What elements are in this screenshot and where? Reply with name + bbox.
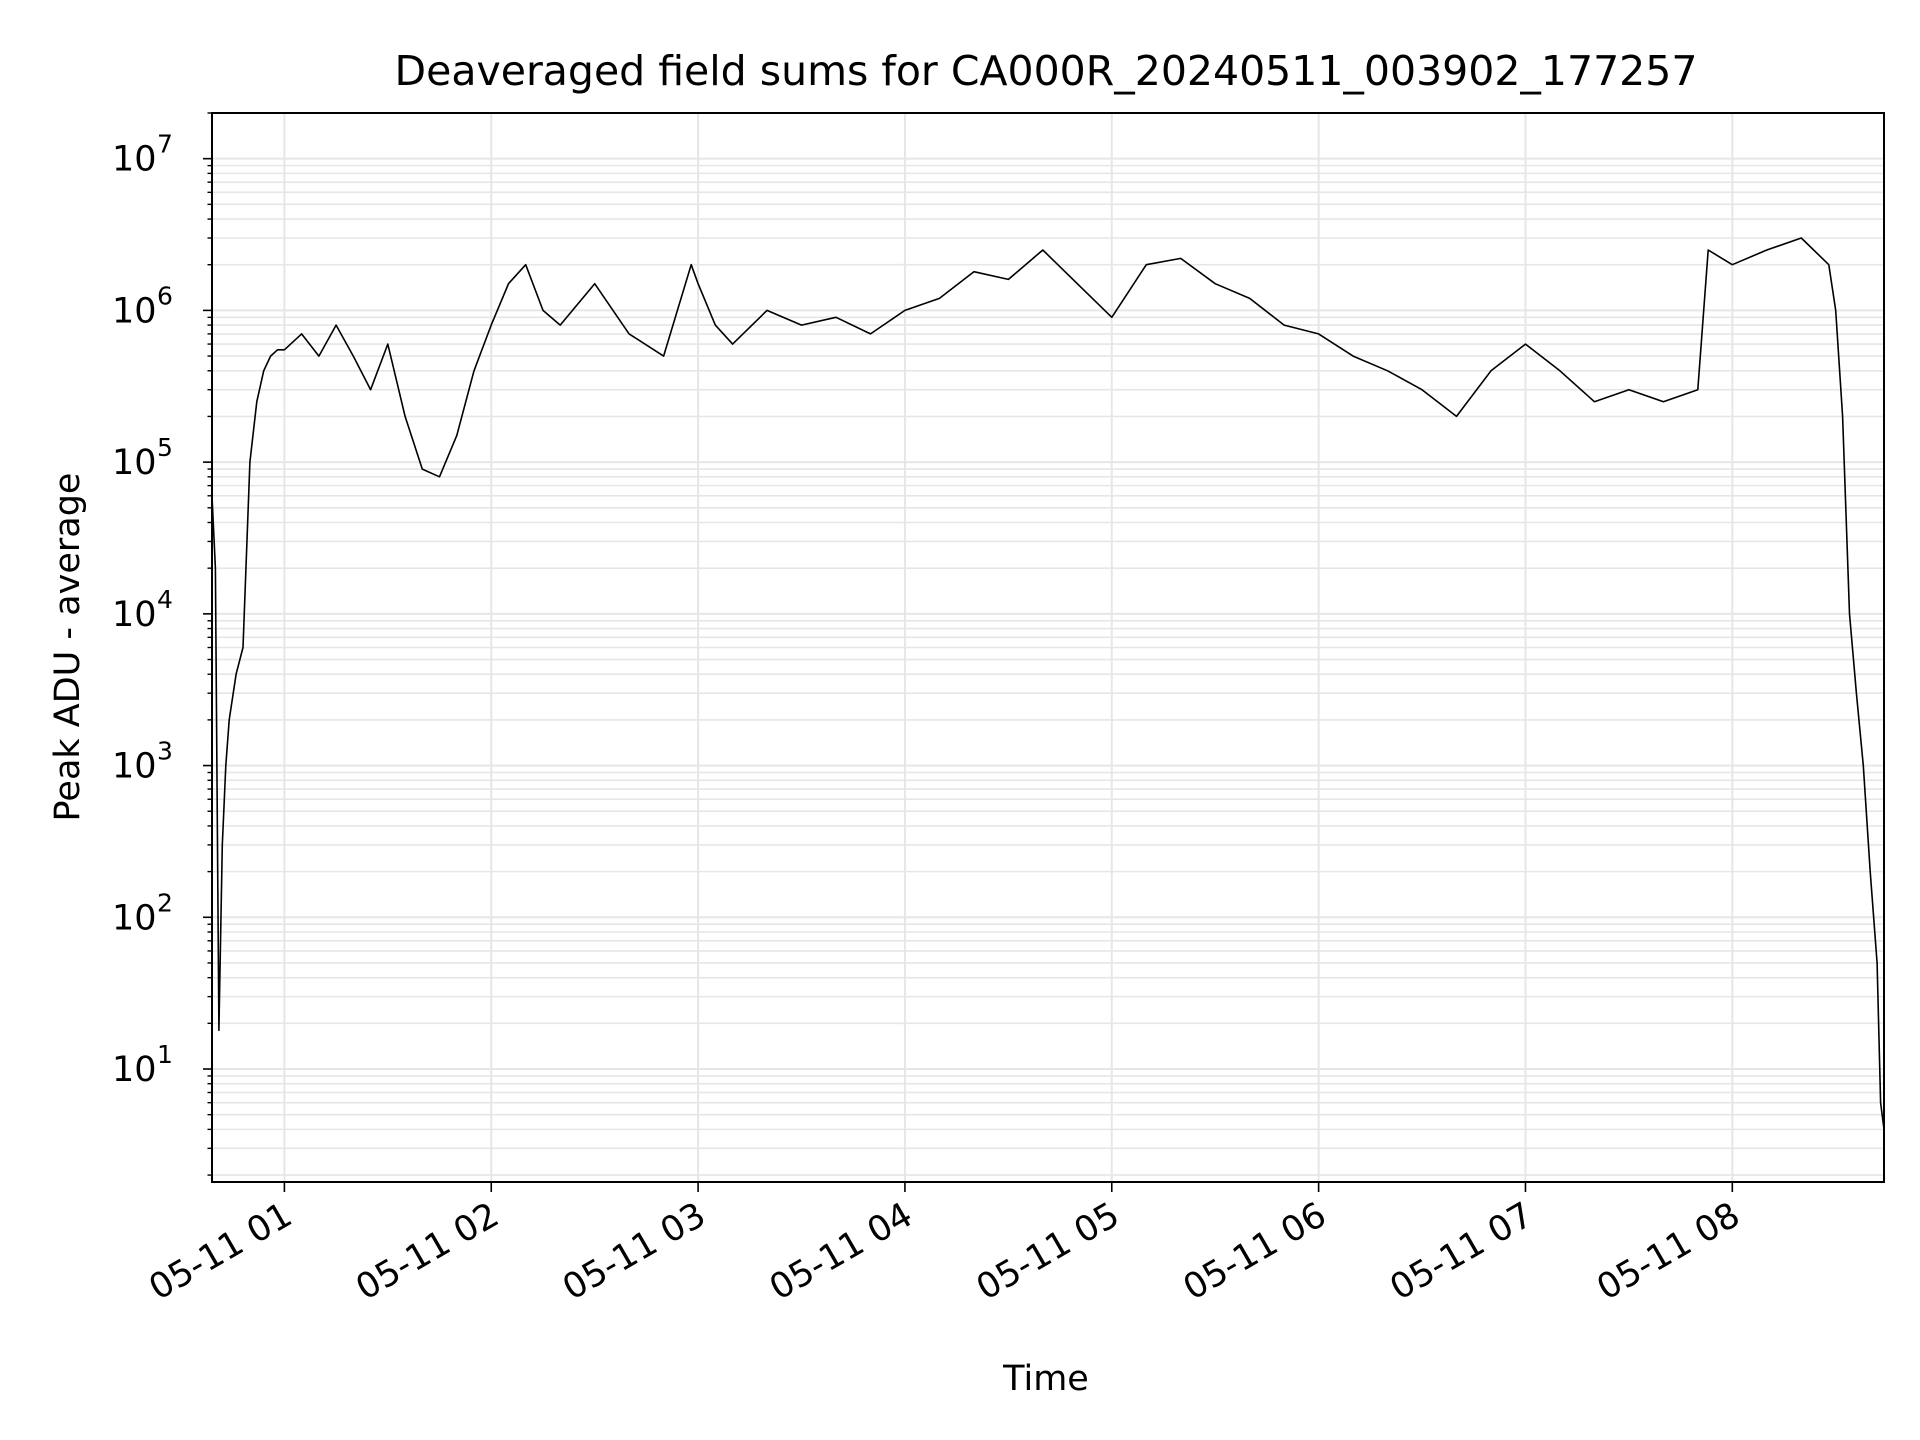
- y-tick-exponent: 2: [157, 888, 173, 917]
- y-tick-label: 10: [112, 595, 157, 635]
- series-line-layer: [211, 237, 1885, 1130]
- y-tick-label: 10: [112, 443, 157, 483]
- x-tick-label: 05-11 05: [970, 1195, 1126, 1308]
- series-line: [211, 237, 1885, 1130]
- y-tick-label: 10: [112, 747, 157, 787]
- y-tick-label: 10: [112, 291, 157, 331]
- y-axis-label: Peak ADU - average: [48, 473, 88, 822]
- y-tick-label: 10: [112, 898, 157, 938]
- x-tick-label: 05-11 01: [143, 1195, 299, 1308]
- y-tick-label: 10: [112, 140, 157, 180]
- x-axis-ticks: 05-11 01 05-11 02 05-11 03 05-11 04 05-11 05…: [143, 1182, 1747, 1308]
- x-tick-label: 05-11 02: [349, 1195, 505, 1308]
- x-tick-label: 05-11 06: [1177, 1195, 1333, 1308]
- y-tick-exponent: 3: [157, 737, 173, 766]
- x-tick-label: 05-11 03: [556, 1195, 712, 1308]
- x-axis-label: Time: [1002, 1359, 1089, 1399]
- x-tick-label: 05-11 04: [763, 1195, 919, 1308]
- chart-title: Deaveraged field sums for CA000R_2024051…: [395, 47, 1698, 95]
- grid: [212, 112, 1884, 1182]
- y-tick-exponent: 7: [157, 130, 173, 159]
- x-tick-label: 05-11 07: [1384, 1195, 1540, 1308]
- x-tick-label: 05-11 08: [1591, 1195, 1747, 1308]
- y-tick-label: 10: [112, 1050, 157, 1090]
- y-tick-exponent: 4: [157, 585, 173, 614]
- y-tick-exponent: 6: [157, 281, 173, 310]
- y-tick-exponent: 1: [157, 1040, 173, 1069]
- y-tick-exponent: 5: [157, 433, 173, 462]
